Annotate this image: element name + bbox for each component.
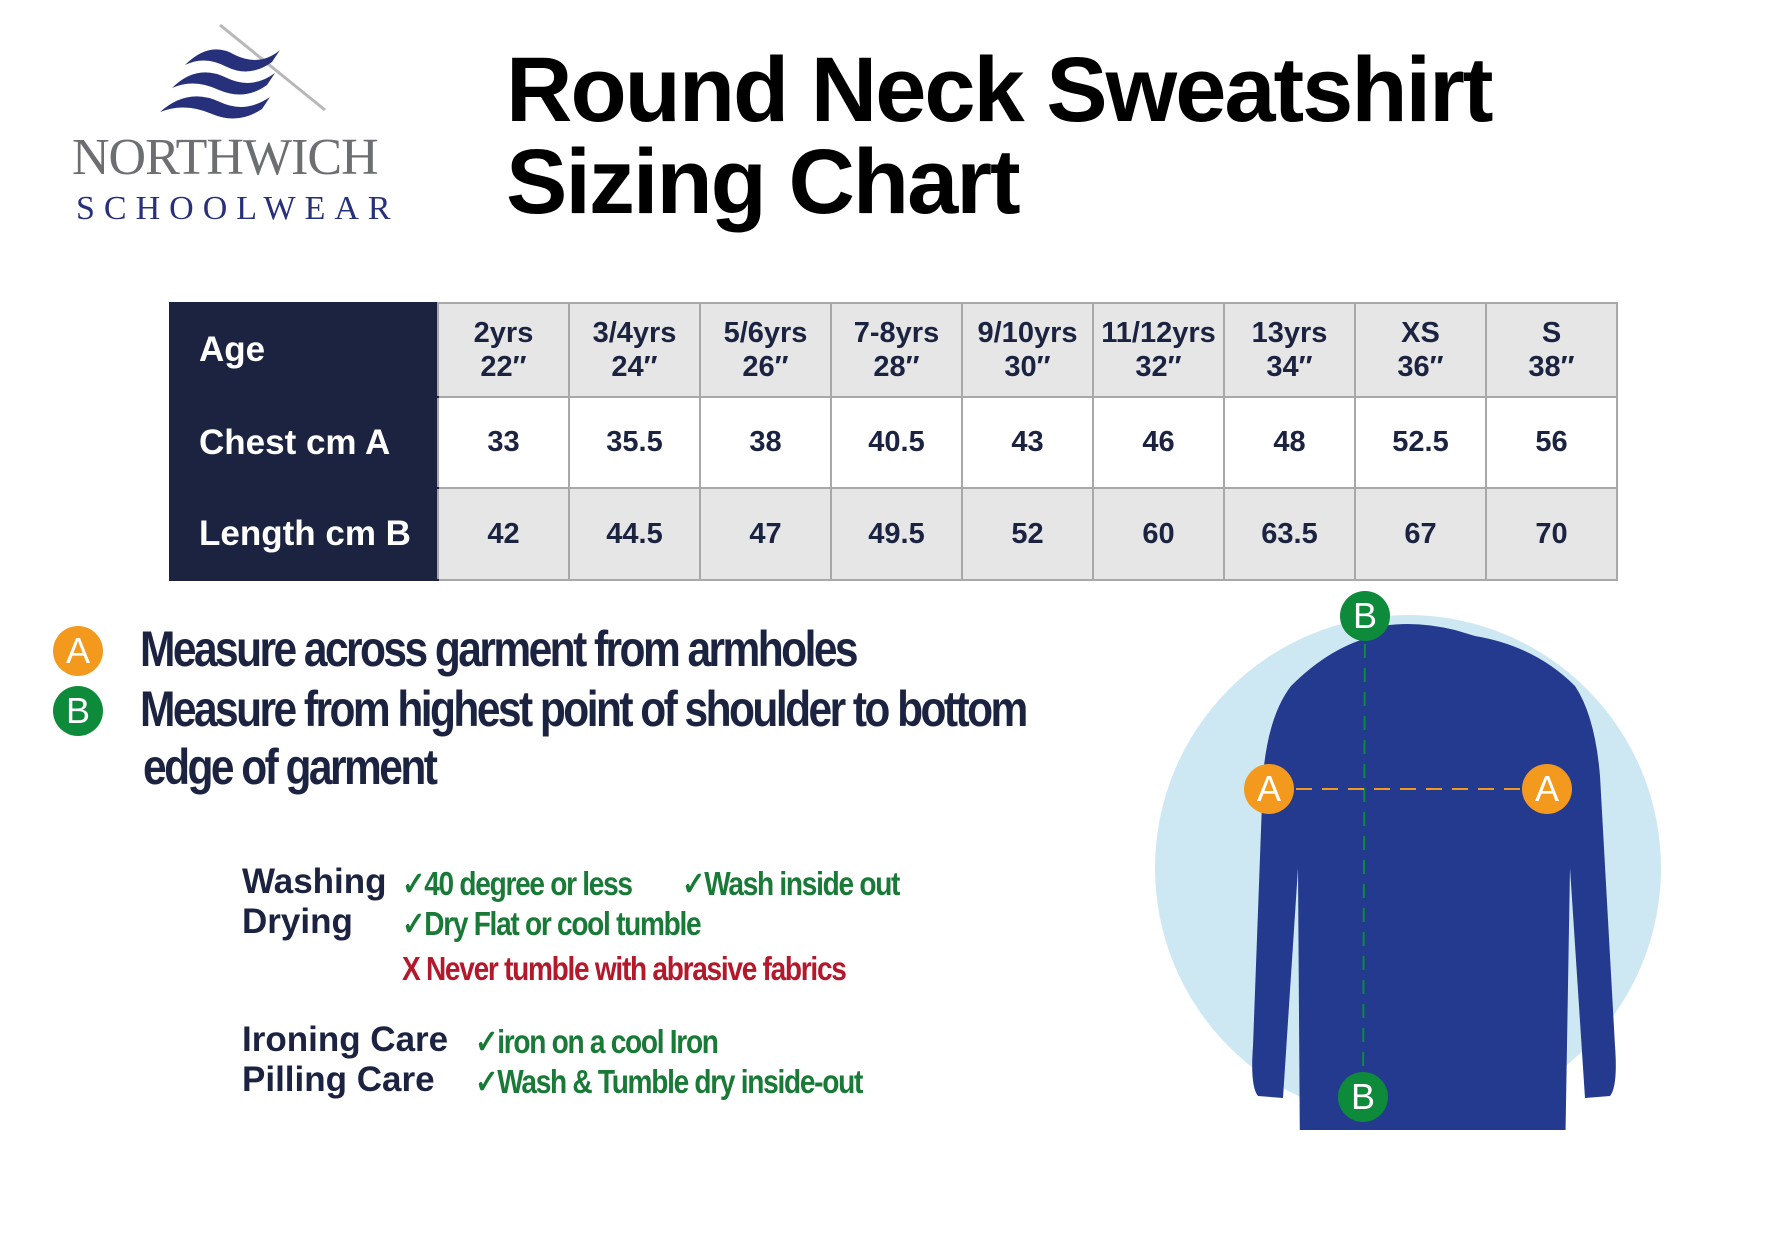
pilling-instruction: ✓Wash & Tumble dry inside-out	[475, 1063, 863, 1100]
measure-b-text-2: edge of garment	[143, 739, 438, 795]
length-cell: 60	[1092, 487, 1225, 581]
age-label: 3/4yrs	[592, 317, 677, 349]
age-label: XS	[1401, 317, 1440, 349]
drying-label: Drying	[242, 902, 353, 941]
chest-cell: 33	[437, 396, 570, 489]
title-line-2: Sizing Chart	[506, 131, 1021, 233]
length-cell: 44.5	[568, 487, 701, 581]
dry-warning: X Never tumble with abrasive fabrics	[402, 950, 847, 987]
length-cell: 63.5	[1223, 487, 1356, 581]
age-label: 9/10yrs	[977, 317, 1078, 349]
length-cell: 42	[437, 487, 570, 581]
size-header: 2yrs 22″	[437, 302, 570, 398]
sweatshirt-diagram	[1155, 615, 1661, 1130]
inch-label: 30″	[1004, 351, 1051, 383]
marker-b-icon: B	[53, 686, 103, 736]
northwich-logo: NORTHWICH SCHOOLWEAR	[60, 20, 440, 227]
age-label: 11/12yrs	[1101, 317, 1216, 349]
inch-label: 32″	[1135, 351, 1182, 383]
page-title: Round Neck Sweatshirt Sizing Chart	[506, 39, 1494, 233]
ironing-label: Ironing Care	[242, 1020, 449, 1059]
wash-instruction-1: ✓40 degree or less	[402, 865, 633, 902]
age-label: 13yrs	[1251, 317, 1328, 349]
row-header: Length cm B	[169, 487, 439, 581]
length-line-b	[1362, 619, 1366, 1101]
title-line-1: Round Neck Sweatshirt	[506, 39, 1494, 141]
chest-cell: 46	[1092, 396, 1225, 489]
inch-label: 26″	[742, 351, 789, 383]
row-header: Chest cm A	[169, 396, 439, 489]
age-label: 7-8yrs	[853, 317, 940, 349]
chest-cell: 56	[1485, 396, 1618, 489]
length-cell: 52	[961, 487, 1094, 581]
measure-b-text: Measure from highest point of shoulder t…	[140, 681, 1028, 737]
chest-cell: 48	[1223, 396, 1356, 489]
size-header: 13yrs 34″	[1223, 302, 1356, 398]
age-label: S	[1541, 317, 1562, 349]
length-cell: 70	[1485, 487, 1618, 581]
measure-a-text: Measure across garment from armholes	[140, 621, 859, 677]
chest-cell: 40.5	[830, 396, 963, 489]
wash-instruction-2: ✓Wash inside out	[682, 865, 900, 902]
washing-label: Washing	[242, 862, 387, 901]
length-cell: 47	[699, 487, 832, 581]
size-table: Age 2yrs 22″ 3/4yrs 24″ 5/6yrs 26″ 7-8yrs 28″ 9/1…	[169, 302, 1618, 581]
length-cell: 49.5	[830, 487, 963, 581]
dry-instruction-1: ✓Dry Flat or cool tumble	[402, 905, 702, 942]
pilling-label: Pilling Care	[242, 1060, 435, 1099]
length-cell: 67	[1354, 487, 1487, 581]
marker-a-right-icon: A	[1522, 764, 1572, 814]
inch-label: 28″	[873, 351, 920, 383]
chest-row: Chest cm A 33 35.5 38 40.5 43 46 48 52.5 56	[169, 396, 1618, 489]
brand-name: NORTHWICH	[72, 129, 379, 186]
marker-a-left-icon: A	[1244, 764, 1294, 814]
age-row: Age 2yrs 22″ 3/4yrs 24″ 5/6yrs 26″ 7-8yrs 28″ 9/1…	[169, 302, 1618, 398]
marker-b-bottom-icon: B	[1338, 1072, 1388, 1122]
size-header: XS 36″	[1354, 302, 1487, 398]
size-header: 9/10yrs 30″	[961, 302, 1094, 398]
inch-label: 34″	[1266, 351, 1313, 383]
iron-instruction: ✓iron on a cool Iron	[475, 1023, 719, 1060]
size-header: 11/12yrs 32″	[1092, 302, 1225, 398]
waves-flag-icon	[160, 23, 326, 119]
marker-a-icon: A	[53, 626, 103, 676]
row-header: Age	[169, 302, 439, 398]
inch-label: 24″	[611, 351, 658, 383]
sweatshirt-illustration	[1252, 624, 1616, 1130]
age-label: 5/6yrs	[723, 317, 808, 349]
chest-cell: 43	[961, 396, 1094, 489]
chest-cell: 38	[699, 396, 832, 489]
inch-label: 22″	[480, 351, 527, 383]
marker-b-top-icon: B	[1340, 591, 1390, 641]
chest-cell: 35.5	[568, 396, 701, 489]
size-header: 5/6yrs 26″	[699, 302, 832, 398]
age-label: 2yrs	[473, 317, 534, 349]
inch-label: 38″	[1528, 351, 1575, 383]
brand-subtitle: SCHOOLWEAR	[76, 190, 400, 227]
length-row: Length cm B 42 44.5 47 49.5 52 60 63.5 67 70	[169, 487, 1618, 581]
size-header: S 38″	[1485, 302, 1618, 398]
size-header: 7-8yrs 28″	[830, 302, 963, 398]
size-header: 3/4yrs 24″	[568, 302, 701, 398]
inch-label: 36″	[1397, 351, 1444, 383]
chest-cell: 52.5	[1354, 396, 1487, 489]
